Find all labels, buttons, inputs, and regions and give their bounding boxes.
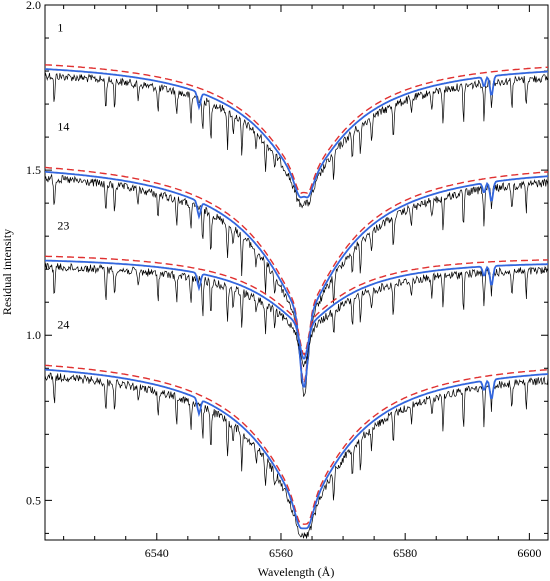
model-spectrum-23	[45, 259, 548, 360]
series-label-1: 1	[57, 20, 63, 34]
x-tick-label: 6600	[517, 546, 541, 560]
y-tick-label: 1.5	[26, 163, 41, 177]
x-tick-label: 6580	[393, 546, 417, 560]
observed-spectrum-14	[44, 173, 549, 397]
observed-spectrum-23	[44, 262, 549, 368]
series-labels: 1 14 23 24	[57, 20, 69, 331]
y-tick-label: 1.0	[26, 328, 41, 342]
model-spectrum-1	[45, 68, 549, 199]
series-label-24: 24	[57, 318, 69, 332]
axis-ticks: 6540 6560 6580 6600 0.5 1.0 1.5 2.0	[26, 0, 548, 560]
y-tick-label: 0.5	[26, 493, 41, 507]
observed-spectrum-24	[44, 372, 549, 539]
x-tick-label: 6560	[269, 546, 293, 560]
series-layer	[44, 64, 549, 539]
x-tick-label: 6540	[145, 546, 169, 560]
series-14	[44, 166, 549, 397]
plot-frame	[44, 4, 549, 541]
dashed-model-23	[45, 255, 548, 356]
observed-spectrum-1	[44, 72, 549, 209]
y-tick-label: 2.0	[26, 0, 41, 12]
series-1	[44, 64, 549, 209]
model-spectrum-14	[44, 170, 549, 388]
model-spectrum-24	[44, 368, 549, 530]
dashed-model-24	[44, 364, 549, 525]
series-label-14: 14	[57, 119, 69, 133]
y-axis-title: Residual intensity	[0, 229, 14, 315]
x-axis-title: Wavelength (Å)	[258, 565, 335, 579]
series-24	[44, 364, 549, 539]
series-23	[44, 255, 549, 368]
dashed-model-1	[44, 64, 549, 194]
series-label-23: 23	[57, 219, 69, 233]
